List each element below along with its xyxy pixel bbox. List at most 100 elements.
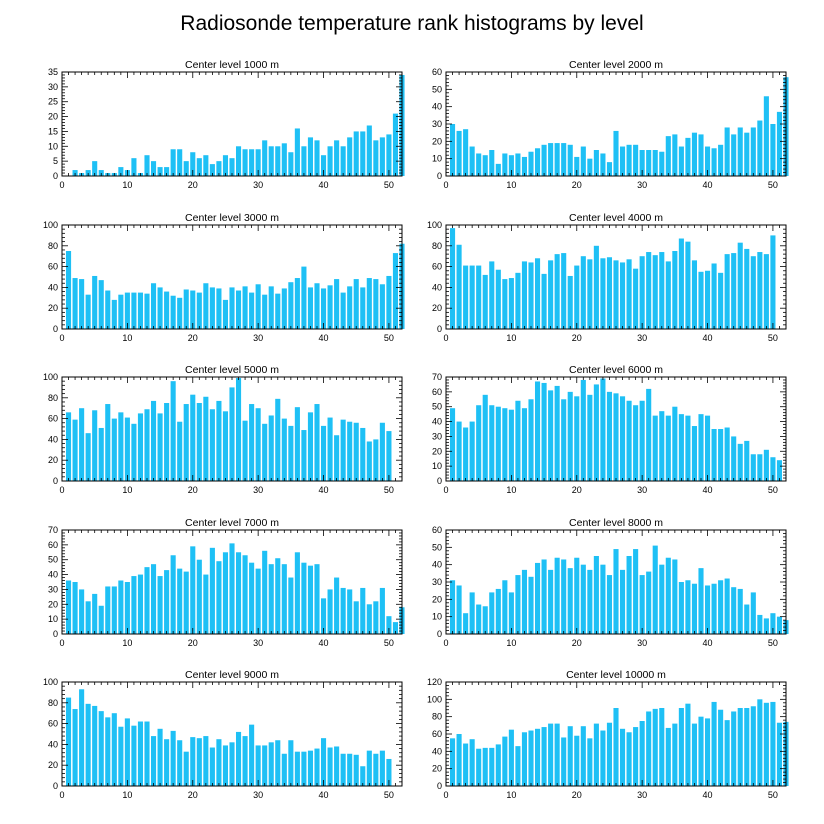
- y-tick-label: 0: [53, 476, 58, 486]
- bar: [275, 398, 281, 481]
- bar: [482, 606, 488, 634]
- y-tick-label: 10: [48, 141, 58, 151]
- bar: [334, 746, 340, 786]
- bar: [541, 727, 547, 786]
- bar: [502, 279, 508, 329]
- bar: [327, 589, 333, 634]
- x-tick-label: 10: [506, 333, 516, 343]
- y-tick-label: 100: [427, 694, 442, 704]
- bar: [619, 396, 626, 481]
- bar: [177, 149, 183, 176]
- bar: [776, 460, 783, 481]
- bar: [554, 723, 560, 786]
- bar: [580, 256, 586, 329]
- bar: [489, 261, 495, 329]
- bar: [672, 134, 678, 176]
- x-tick-label: 40: [703, 790, 713, 800]
- panel-3: Center level 3000 m 0 10 20 30 40 50 0 20 40 60 80 1…: [43, 212, 405, 343]
- bar: [203, 736, 209, 786]
- panel-frame: [445, 529, 787, 635]
- bar: [366, 278, 372, 329]
- bar: [600, 564, 606, 634]
- bar: [724, 427, 730, 481]
- bar: [216, 161, 222, 176]
- y-tick-label: 80: [432, 712, 442, 722]
- bar: [776, 722, 783, 786]
- bar: [633, 549, 639, 634]
- bar: [288, 740, 294, 786]
- bar: [508, 592, 514, 634]
- bar: [314, 140, 320, 176]
- bar: [463, 265, 469, 329]
- panel-9: Center level 9000 m 0 10 20 30 40 50 0 20 40 60 80 1…: [43, 669, 403, 800]
- bar: [255, 284, 261, 329]
- bar: [502, 580, 508, 634]
- bar: [307, 412, 314, 481]
- x-tick-label: 30: [637, 790, 647, 800]
- bar: [718, 429, 724, 481]
- y-tick-label: 80: [48, 393, 58, 403]
- bar: [144, 721, 150, 786]
- bar: [334, 279, 340, 329]
- bar: [65, 580, 72, 634]
- bar: [131, 423, 137, 481]
- bar: [704, 415, 711, 481]
- bar: [92, 275, 98, 329]
- y-tick-label: 20: [48, 112, 58, 122]
- bar: [65, 251, 72, 329]
- bar: [731, 134, 737, 176]
- bar: [242, 420, 248, 481]
- bar: [85, 294, 91, 329]
- bar: [131, 576, 137, 634]
- y-tick-label: 30: [432, 577, 442, 587]
- bar: [340, 292, 346, 329]
- bar: [652, 415, 658, 481]
- bar: [698, 134, 704, 176]
- bar: [327, 417, 333, 481]
- bar: [639, 256, 645, 329]
- bar: [340, 587, 346, 634]
- bar: [373, 140, 379, 176]
- bar: [170, 149, 176, 176]
- bar: [373, 279, 379, 329]
- bar: [320, 598, 327, 634]
- bar: [580, 726, 586, 786]
- y-tick-label: 15: [48, 126, 58, 136]
- bar: [476, 153, 482, 176]
- y-tick-label: 60: [432, 387, 442, 397]
- bar: [633, 727, 639, 786]
- x-tick-label: 20: [188, 333, 198, 343]
- x-tick-label: 50: [384, 333, 394, 343]
- bar: [209, 747, 215, 786]
- bar: [619, 146, 626, 176]
- bar: [111, 418, 117, 481]
- bar: [737, 242, 743, 329]
- y-tick-label: 30: [432, 119, 442, 129]
- bar: [548, 569, 554, 634]
- bar: [659, 564, 665, 634]
- bar: [528, 399, 534, 481]
- bar: [203, 396, 209, 481]
- bar: [580, 564, 586, 634]
- bar: [548, 723, 554, 786]
- bar: [79, 279, 85, 329]
- bar: [150, 564, 157, 634]
- y-tick-label: 20: [432, 594, 442, 604]
- y-tick-label: 30: [432, 431, 442, 441]
- bar: [587, 259, 593, 329]
- bar: [229, 387, 235, 481]
- bar: [314, 748, 320, 786]
- bar: [587, 569, 593, 634]
- x-tick-label: 30: [637, 485, 647, 495]
- bar: [386, 431, 392, 481]
- bar: [482, 274, 488, 329]
- bar: [731, 711, 737, 786]
- bar: [724, 254, 730, 329]
- bar: [262, 140, 268, 176]
- x-tick-label: 20: [572, 638, 582, 648]
- y-tick-label: 120: [427, 677, 442, 687]
- bar: [776, 111, 783, 176]
- bar: [320, 155, 327, 176]
- bar: [613, 260, 619, 329]
- bar: [567, 568, 573, 634]
